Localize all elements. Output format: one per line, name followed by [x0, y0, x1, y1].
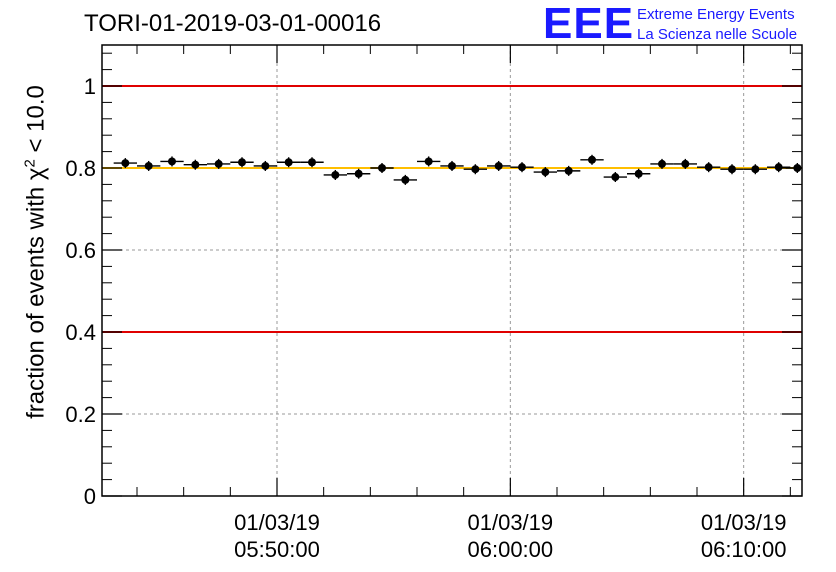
x-tick-label-time: 06:00:00	[468, 537, 554, 562]
y-tick-label: 0.4	[65, 320, 96, 345]
y-tick-label: 0	[84, 484, 96, 509]
logo-mark: EEE	[543, 0, 635, 48]
data-point	[751, 165, 760, 174]
data-point	[658, 159, 666, 168]
data-point	[518, 163, 526, 172]
grid-lines	[102, 45, 802, 496]
data-point	[378, 164, 386, 172]
x-tick-label-date: 01/03/19	[701, 510, 787, 535]
data-point	[401, 175, 410, 184]
data-point	[728, 165, 736, 174]
data-point	[494, 161, 503, 170]
y-tick-label: 0.8	[65, 156, 96, 181]
plot-frame	[101, 44, 803, 497]
data-point	[448, 161, 456, 170]
x-tick-label-date: 01/03/19	[234, 510, 320, 535]
y-axis-label-symbol: χ	[22, 167, 50, 181]
data-point	[121, 159, 130, 168]
data-point	[424, 157, 433, 166]
x-tick-label-time: 06:10:00	[701, 537, 787, 562]
chart-title: TORI-01-2019-03-01-00016	[84, 10, 382, 37]
data-point	[588, 155, 596, 164]
data-point	[331, 170, 340, 179]
y-axis-label: fraction of events with χ2 < 10.0	[22, 85, 51, 419]
y-axis-label-suffix: < 10.0	[22, 85, 50, 160]
reference-lines	[102, 85, 802, 333]
y-axis-label-prefix: fraction of events with	[22, 180, 50, 419]
axis-ticks	[102, 45, 802, 497]
x-tick-label-time: 05:50:00	[234, 537, 320, 562]
data-points	[113, 154, 802, 185]
data-point	[168, 157, 176, 166]
data-point	[634, 169, 643, 178]
data-point	[564, 166, 573, 175]
y-tick-label: 0.2	[65, 402, 96, 427]
tick-labels: 00.20.40.60.8101/03/1905:50:0001/03/1906…	[65, 74, 786, 562]
data-point	[238, 158, 246, 167]
data-point	[704, 163, 713, 172]
data-point	[774, 163, 783, 172]
data-point	[541, 168, 550, 177]
data-point	[611, 173, 620, 182]
y-tick-label: 1	[84, 74, 96, 99]
data-point	[261, 161, 270, 170]
data-point	[284, 158, 293, 167]
eee-logo: EEE Extreme Energy Events La Scienza nel…	[543, 2, 833, 46]
data-point	[214, 159, 223, 168]
logo-line-1: Extreme Energy Events	[637, 6, 795, 23]
data-point	[144, 161, 153, 170]
y-tick-label: 0.6	[65, 238, 96, 263]
data-point	[191, 160, 200, 169]
data-point	[471, 165, 480, 174]
y-axis-label-power: 2	[21, 159, 39, 168]
data-point	[308, 158, 316, 167]
data-point	[354, 169, 363, 178]
data-point	[681, 159, 690, 168]
logo-line-2: La Scienza nelle Scuole	[637, 26, 798, 43]
x-tick-label-date: 01/03/19	[468, 510, 554, 535]
